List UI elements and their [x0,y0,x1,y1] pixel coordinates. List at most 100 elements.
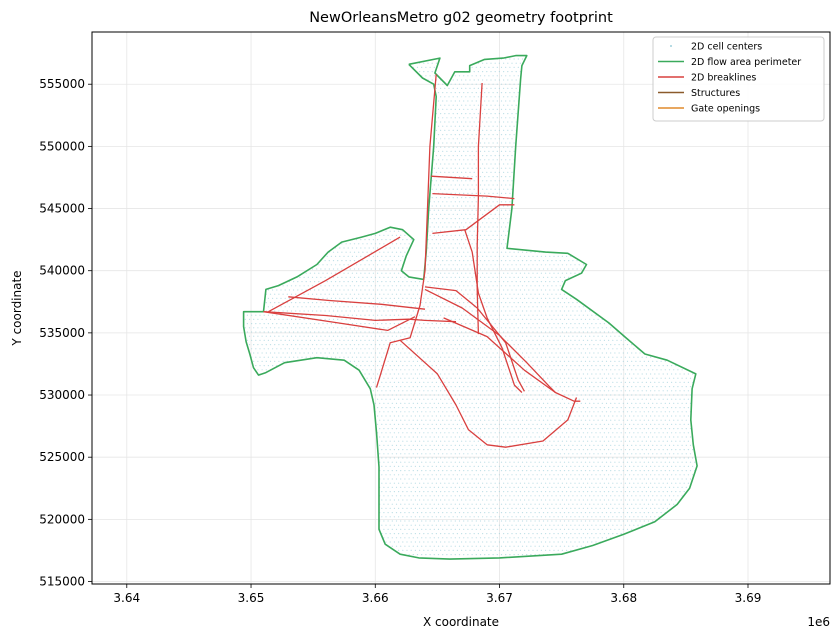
cell-center-point [624,365,627,367]
cell-center-point [440,524,442,526]
cell-center-point [494,281,496,283]
cell-center-point [503,507,505,509]
cell-center-point [448,323,450,325]
cell-center-point [450,293,452,295]
cell-center-point [578,449,580,451]
cell-center-point [656,419,658,421]
cell-center-point [593,436,595,438]
cell-center-point [631,470,633,472]
cell-center-point [416,302,419,304]
cell-center-point [574,331,576,333]
cell-center-point [572,461,574,463]
cell-center-point [597,428,599,430]
cell-center-point [454,369,456,371]
cell-center-point [639,486,641,488]
cell-center-point [282,293,284,295]
cell-center-point [328,302,330,304]
cell-center-point [400,528,402,531]
cell-center-point [597,327,599,329]
cell-center-point [469,516,471,518]
cell-center-point [671,457,673,459]
cell-center-point [456,423,458,425]
cell-center-point [515,365,517,367]
cell-center-point [584,310,587,312]
cell-center-point [542,318,545,320]
cell-center-point [536,541,538,543]
cell-center-point [578,339,580,341]
cell-center-point [450,554,452,556]
cell-center-point [345,335,347,337]
cell-center-point [528,499,530,501]
cell-center-point [389,499,391,501]
cell-center-point [475,402,477,404]
cell-center-point [671,432,673,434]
cell-center-point [521,318,524,320]
cell-center-point [473,507,475,509]
cell-center-point [425,318,427,320]
cell-center-point [496,520,498,522]
cell-center-point [505,495,507,497]
cell-center-point [536,331,538,333]
cell-center-point [364,356,366,358]
cell-center-point [311,310,314,312]
cell-center-point [360,365,362,367]
cell-center-point [555,436,557,438]
cell-center-point [423,306,425,308]
cell-center-point [595,499,597,501]
cell-center-point [421,285,423,287]
cell-center-point [419,549,421,552]
cell-center-point [530,411,532,413]
cell-center-point [568,360,570,362]
cell-center-point [498,297,500,299]
cell-center-point [263,348,265,350]
cell-center-point [673,453,675,455]
cell-center-point [509,386,511,388]
cell-center-point [477,432,479,434]
cell-center-point [299,352,301,354]
cell-center-point [679,373,681,375]
cell-center-point [446,511,448,514]
cell-center-point [309,339,311,341]
cell-center-point [484,486,486,488]
cell-center-point [253,344,255,346]
cell-center-point [685,444,687,446]
cell-center-point [307,285,309,287]
cell-center-point [416,411,419,413]
cell-center-point [414,507,416,509]
cell-center-point [454,444,456,446]
cell-center-point [379,444,381,446]
cell-center-point [507,465,509,467]
cell-center-point [591,474,593,476]
cell-center-point [463,327,465,329]
cell-center-point [423,348,425,350]
cell-center-point [641,356,643,358]
cell-center-point [408,293,410,295]
cell-center-point [540,457,543,459]
cell-center-point [639,461,641,463]
cell-center-point [515,306,517,308]
cell-center-point [400,394,402,396]
cell-center-point [612,339,614,341]
cell-center-point [513,520,515,522]
cell-center-point [484,520,486,522]
cell-center-point [374,335,377,337]
cell-center-point [599,465,601,467]
cell-center-point [635,453,637,455]
cell-center-point [410,323,412,325]
cell-center-point [626,453,629,455]
cell-center-point [379,327,381,329]
cell-center-point [511,541,513,543]
cell-center-point [643,411,645,413]
cell-center-point [666,407,669,409]
cell-center-point [429,470,431,472]
cell-center-point [404,486,406,488]
cell-center-point [368,297,370,299]
cell-center-point [433,511,435,514]
cell-center-point [589,428,591,430]
cell-center-point [391,386,393,388]
cell-center-point [559,352,561,354]
cell-center-point [442,419,444,421]
cell-center-point [675,415,677,417]
cell-center-point [660,386,662,388]
